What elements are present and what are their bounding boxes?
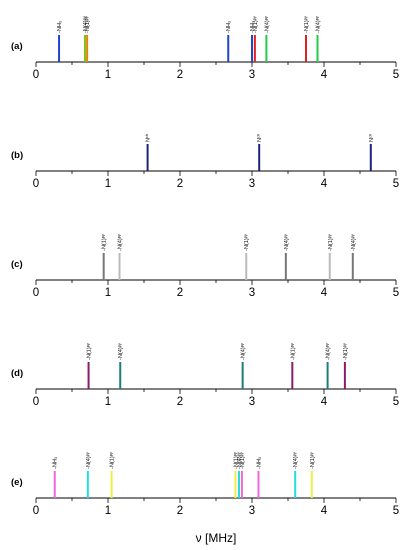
x-tick-label: 2 xyxy=(177,396,183,408)
stick-label: -N(4)ᵖʸ xyxy=(118,343,124,360)
panel-d: (d) 0 1 2 3 4 5 -N(1)ᵖʸ -N(4)ᵖʸ -N(4)ᵖʸ -N(1)ᵖʸ -N(… xyxy=(11,343,399,408)
stick-label: -NH₃ xyxy=(250,21,256,33)
x-tick-label: 0 xyxy=(33,505,39,517)
x-tick-label: 1 xyxy=(105,178,111,190)
x-tick-label: 3 xyxy=(249,178,255,190)
panel-label: (c) xyxy=(11,259,23,270)
panel-b: (b) 0 1 2 3 4 5 Nᶜʰ Nᶜʰ Nᶜʰ xyxy=(11,134,399,190)
stick-label: -N(4)ᵖʸ xyxy=(83,16,89,33)
x-tick-label: 2 xyxy=(177,178,183,190)
x-tick-label: 2 xyxy=(177,505,183,517)
x-tick-label: 1 xyxy=(105,69,111,81)
x-tick-label: 5 xyxy=(393,396,399,408)
stick-label: -N(1)ᵖʸ xyxy=(87,343,93,360)
stick-label: -NH₃ xyxy=(256,457,262,469)
stick-label: -N(4)ᵖʸ xyxy=(293,452,299,469)
x-tick-label: 0 xyxy=(33,287,39,299)
stick-label: -N(4)ᵖʸ xyxy=(241,343,247,360)
stick-label: -N(1)ᵖʸ xyxy=(244,234,250,251)
stick-label: -N(4)ᵖʸ xyxy=(351,234,357,251)
stick-label: -N(1)ᵖʸ xyxy=(290,343,296,360)
stick-label: -N(1)ᵖʸ xyxy=(304,16,310,33)
panel-label: (e) xyxy=(11,477,23,488)
x-tick-label: 2 xyxy=(177,69,183,81)
x-tick-label: 3 xyxy=(249,396,255,408)
stick-label: -NH₃ xyxy=(226,21,232,33)
x-tick-label: 1 xyxy=(105,396,111,408)
stick-label: Nᶜʰ xyxy=(256,134,263,142)
panel-label: (d) xyxy=(11,368,23,379)
stick-label: -NH₃ xyxy=(57,21,63,33)
panel-a: (a)0 1 2 3 4 5-NH₃ -N(4)ᵖʸ-N(1)ᵖʸ -NH₃ -NH₃-N(1)… xyxy=(11,16,399,81)
panel-c: (c) 0 1 2 3 4 5 -N(1)ᵖʸ -N(4)ᵖʸ -N(1)ᵖʸ -N(4)ᵖʸ -N(… xyxy=(11,234,399,299)
stick-label: -NH₃ xyxy=(53,457,59,469)
stick-label: -N(1)ᵖʸ xyxy=(110,452,116,469)
panels-group: (a)0 1 2 3 4 5-NH₃ -N(4)ᵖʸ-N(1)ᵖʸ -NH₃ -NH₃-N(1)… xyxy=(11,16,399,517)
stick-label: Nᶜʰ xyxy=(368,134,375,142)
x-tick-label: 4 xyxy=(321,505,328,517)
stick-label: Nᶜʰ xyxy=(145,134,152,142)
stick-label: -N(4)ᵖʸ xyxy=(326,343,332,360)
stick-label: -N(4)ᵖʸ xyxy=(86,452,92,469)
panel-e: (e)0 1 2 3 4 5-NH₃ -N(4)ᵖʸ -N(1)ᵖʸ -N(1)ᵖʸ-N(4)ᵖ… xyxy=(11,452,399,517)
stick-label: -N(1)ᵖʸ xyxy=(102,234,108,251)
x-tick-label: 4 xyxy=(321,396,328,408)
x-tick-label: 5 xyxy=(393,69,399,81)
x-tick-label: 4 xyxy=(321,287,328,299)
stick-label: -N(4)ᵖʸ xyxy=(237,452,243,469)
x-tick-label: 5 xyxy=(393,178,399,190)
x-tick-label: 1 xyxy=(105,287,111,299)
panel-label: (a) xyxy=(11,41,23,52)
stick-label: -N(1)ᵖʸ xyxy=(310,452,316,469)
x-tick-label: 5 xyxy=(393,505,399,517)
x-axis-title: ν [MHz] xyxy=(196,531,237,545)
stick-label: -N(4)ᵖʸ xyxy=(316,16,322,33)
x-tick-label: 2 xyxy=(177,287,183,299)
stick-label: -N(1)ᵖʸ xyxy=(253,16,259,33)
x-tick-label: 0 xyxy=(33,69,39,81)
x-tick-label: 3 xyxy=(249,287,255,299)
x-tick-label: 5 xyxy=(393,287,399,299)
stick-label: -N(4)ᵖʸ xyxy=(264,16,270,33)
x-tick-label: 0 xyxy=(33,178,39,190)
panel-label: (b) xyxy=(11,150,23,161)
stick-label: -N(4)ᵖʸ xyxy=(284,234,290,251)
stick-label: -N(1)ᵖʸ xyxy=(85,16,91,33)
x-tick-label: 4 xyxy=(321,178,328,190)
stick-label: -N(1)ᵖʸ xyxy=(240,452,246,469)
stick-label: -N(1)ᵖʸ xyxy=(343,343,349,360)
x-tick-label: 4 xyxy=(321,69,328,81)
stick-label: -N(1)ᵖʸ xyxy=(233,452,239,469)
x-tick-label: 0 xyxy=(33,396,39,408)
stick-label: -N(1)ᵖʸ xyxy=(328,234,334,251)
x-tick-label: 3 xyxy=(249,69,255,81)
stick-label: -N(4)ᵖʸ xyxy=(118,234,124,251)
x-tick-label: 1 xyxy=(105,505,111,517)
x-tick-label: 3 xyxy=(249,505,255,517)
